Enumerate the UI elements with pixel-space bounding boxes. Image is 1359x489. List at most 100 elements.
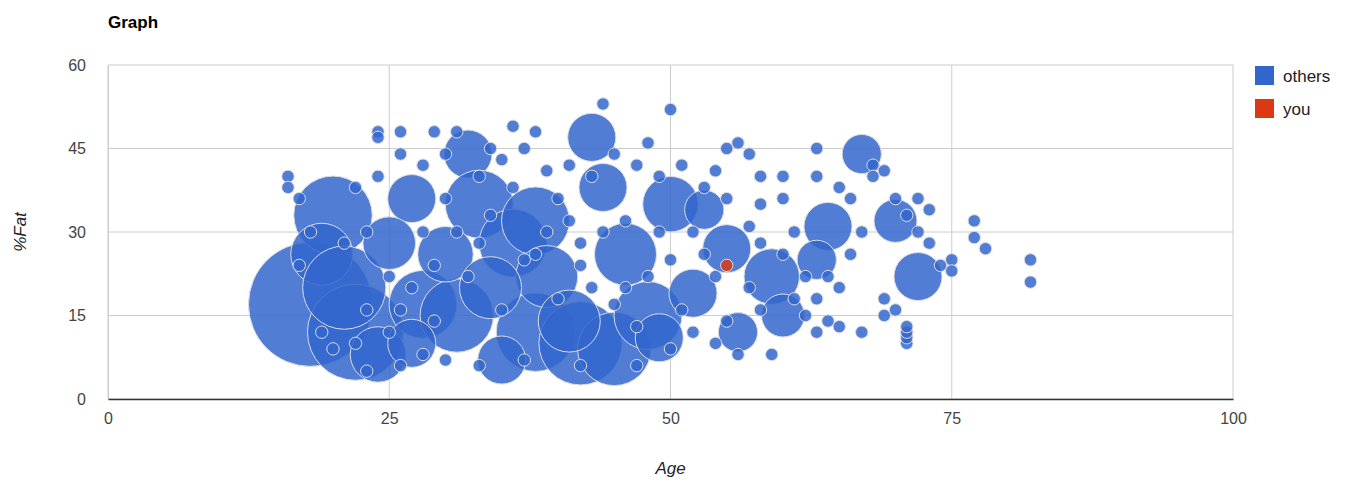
tick: 45 (68, 140, 108, 157)
bubble (901, 209, 913, 221)
bubble (889, 192, 901, 204)
tick-label: 15 (68, 307, 86, 324)
tick-label: 25 (381, 410, 399, 427)
grid-line (1233, 65, 1234, 399)
bubble (507, 120, 519, 132)
bubble (586, 170, 598, 182)
bubble (687, 326, 699, 338)
tick-label: 0 (77, 391, 86, 408)
legend-swatch (1255, 99, 1274, 118)
bubble (631, 359, 643, 371)
bubble (811, 293, 823, 305)
bubble (698, 248, 710, 260)
bubble (597, 226, 609, 238)
bubble (552, 192, 564, 204)
bubble (361, 365, 373, 377)
bubble (439, 354, 451, 366)
chart: 0153045600255075100GraphAge%Fatothersyou (0, 0, 1359, 489)
tick-label: 45 (68, 140, 86, 157)
bubble (563, 159, 575, 171)
bubble (428, 259, 440, 271)
bubble (732, 137, 744, 149)
bubble (1024, 254, 1036, 266)
y-axis: 015304560 (68, 57, 108, 408)
bubble (597, 98, 609, 110)
bubble (439, 192, 451, 204)
bubble (874, 199, 917, 242)
bubble (799, 309, 811, 321)
bubble (743, 281, 755, 293)
bubble (979, 243, 991, 255)
bubble (518, 254, 530, 266)
bubble (428, 126, 440, 138)
bubble (349, 337, 361, 349)
tick-label: 75 (943, 410, 961, 427)
bubble (766, 348, 778, 360)
bubble (282, 170, 294, 182)
bubble (721, 315, 733, 327)
x-axis: 0 25 50 75 100 (104, 399, 1247, 427)
bubble (631, 159, 643, 171)
bubble (698, 181, 710, 193)
bubble (811, 142, 823, 154)
bubble (934, 259, 946, 271)
tick: 60 (68, 57, 108, 74)
bubble (496, 304, 508, 316)
bubble (541, 226, 553, 238)
bubble (538, 290, 600, 352)
bubble (642, 270, 654, 282)
bubble (473, 170, 485, 182)
bubble (552, 293, 564, 305)
bubble (664, 254, 676, 266)
bubble (428, 315, 440, 327)
tick-label: 50 (662, 410, 680, 427)
bubble (372, 131, 384, 143)
bubble (777, 192, 789, 204)
bubble (304, 226, 316, 238)
axis-line (109, 399, 1234, 401)
bubble (968, 215, 980, 227)
bubble (473, 359, 485, 371)
bubble (619, 281, 631, 293)
bubble (451, 126, 463, 138)
bubble (642, 137, 654, 149)
bubble (327, 343, 339, 355)
bubble (462, 270, 474, 282)
bubble (889, 304, 901, 316)
bubble (460, 257, 522, 319)
bubble (718, 313, 757, 352)
bubble (635, 314, 683, 362)
bubble (349, 181, 361, 193)
legend-label: you (1283, 100, 1310, 119)
bubble (518, 142, 530, 154)
bubble (799, 270, 811, 282)
bubble (502, 187, 570, 255)
bubble (754, 237, 766, 249)
bubble (788, 293, 800, 305)
bubble (653, 170, 665, 182)
marks (249, 98, 1037, 386)
bubble (1024, 276, 1036, 288)
bubble (579, 163, 627, 211)
bubble (822, 315, 834, 327)
tick-label: 0 (104, 410, 113, 427)
tick-label: 100 (1220, 410, 1247, 427)
legend-label: others (1283, 67, 1330, 86)
series (721, 259, 733, 271)
bubble (484, 209, 496, 221)
bubble (394, 126, 406, 138)
tick: 0 (77, 391, 108, 408)
tick-label: 60 (68, 57, 86, 74)
bubble (901, 320, 913, 332)
bubble (676, 304, 688, 316)
bubble (878, 309, 890, 321)
y-axis-title: %Fat (11, 211, 30, 252)
bubble (923, 204, 935, 216)
bubble (518, 354, 530, 366)
bubble (394, 359, 406, 371)
bubble (619, 215, 631, 227)
bubble (777, 248, 789, 260)
bubble (709, 165, 721, 177)
bubble (507, 181, 519, 193)
bubble (703, 225, 751, 273)
